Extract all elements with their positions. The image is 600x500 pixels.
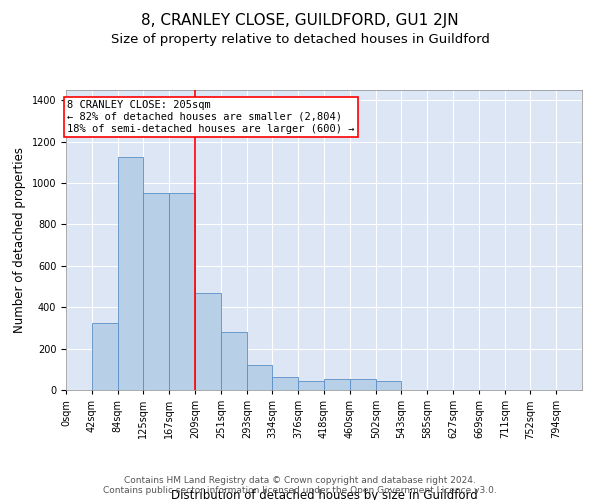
Bar	[92, 323, 118, 390]
Bar	[195, 293, 221, 390]
X-axis label: Distribution of detached houses by size in Guildford: Distribution of detached houses by size …	[170, 488, 478, 500]
Text: Contains HM Land Registry data © Crown copyright and database right 2024.: Contains HM Land Registry data © Crown c…	[124, 476, 476, 485]
Bar	[143, 194, 169, 390]
Bar	[221, 332, 247, 390]
Bar	[298, 380, 324, 390]
Bar	[247, 365, 272, 390]
Bar	[324, 378, 350, 390]
Bar	[169, 194, 195, 390]
Bar	[272, 376, 298, 390]
Bar	[350, 378, 376, 390]
Text: 8 CRANLEY CLOSE: 205sqm
← 82% of detached houses are smaller (2,804)
18% of semi: 8 CRANLEY CLOSE: 205sqm ← 82% of detache…	[67, 100, 355, 134]
Bar	[118, 157, 143, 390]
Text: Size of property relative to detached houses in Guildford: Size of property relative to detached ho…	[110, 32, 490, 46]
Bar	[376, 380, 401, 390]
Y-axis label: Number of detached properties: Number of detached properties	[13, 147, 26, 333]
Text: 8, CRANLEY CLOSE, GUILDFORD, GU1 2JN: 8, CRANLEY CLOSE, GUILDFORD, GU1 2JN	[141, 12, 459, 28]
Text: Contains public sector information licensed under the Open Government Licence v3: Contains public sector information licen…	[103, 486, 497, 495]
